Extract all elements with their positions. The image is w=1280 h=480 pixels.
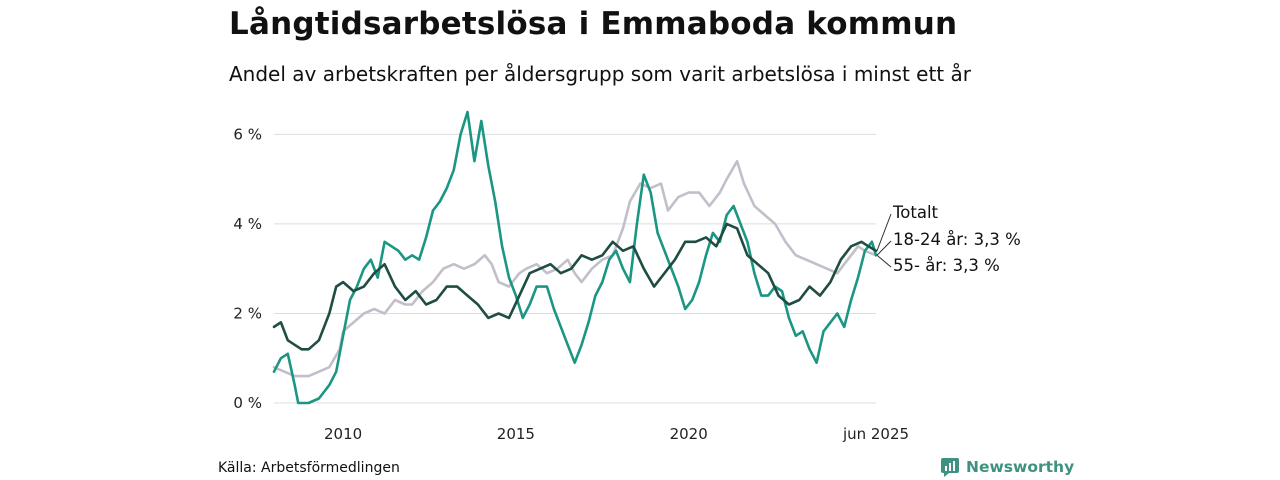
y-tick-label: 4 %	[233, 215, 262, 233]
y-tick-label: 6 %	[233, 125, 262, 143]
series-line	[272, 159, 878, 378]
series-end-label: 55- år: 3,3 %	[893, 256, 1000, 275]
series-lines	[272, 110, 878, 405]
brand-logo: Newsworthy	[940, 457, 1074, 477]
label-leader-line	[876, 240, 892, 256]
brand-name: Newsworthy	[966, 458, 1075, 476]
page-title: Långtidsarbetslösa i Emmaboda kommun	[229, 6, 958, 42]
series-labels: 55- år: 3,3 % 18-24 år: 3,3 % Totalt	[876, 203, 1021, 275]
source-note: Källa: Arbetsförmedlingen	[218, 460, 400, 476]
series-end-label: 18-24 år: 3,3 %	[893, 230, 1021, 249]
x-tick-label: 2020	[670, 425, 708, 443]
series-line	[272, 222, 878, 351]
y-tick-label: 2 %	[233, 304, 262, 322]
page-subtitle: Andel av arbetskraften per åldersgrupp s…	[229, 62, 971, 86]
y-tick-label: 0 %	[233, 394, 262, 412]
series-end-label: Totalt	[892, 203, 939, 222]
chart-bars-icon	[941, 458, 959, 477]
series-line	[272, 110, 878, 405]
x-tick-label: 2010	[324, 425, 362, 443]
label-leader-line	[876, 254, 892, 268]
x-tick-label: jun 2025	[842, 425, 909, 443]
label-leader-line	[876, 213, 892, 251]
x-axis-ticks: 2010 2015 2020 jun 2025	[324, 425, 909, 443]
y-axis-ticks: 0 % 2 % 4 % 6 %	[233, 125, 262, 412]
x-tick-label: 2015	[497, 425, 535, 443]
